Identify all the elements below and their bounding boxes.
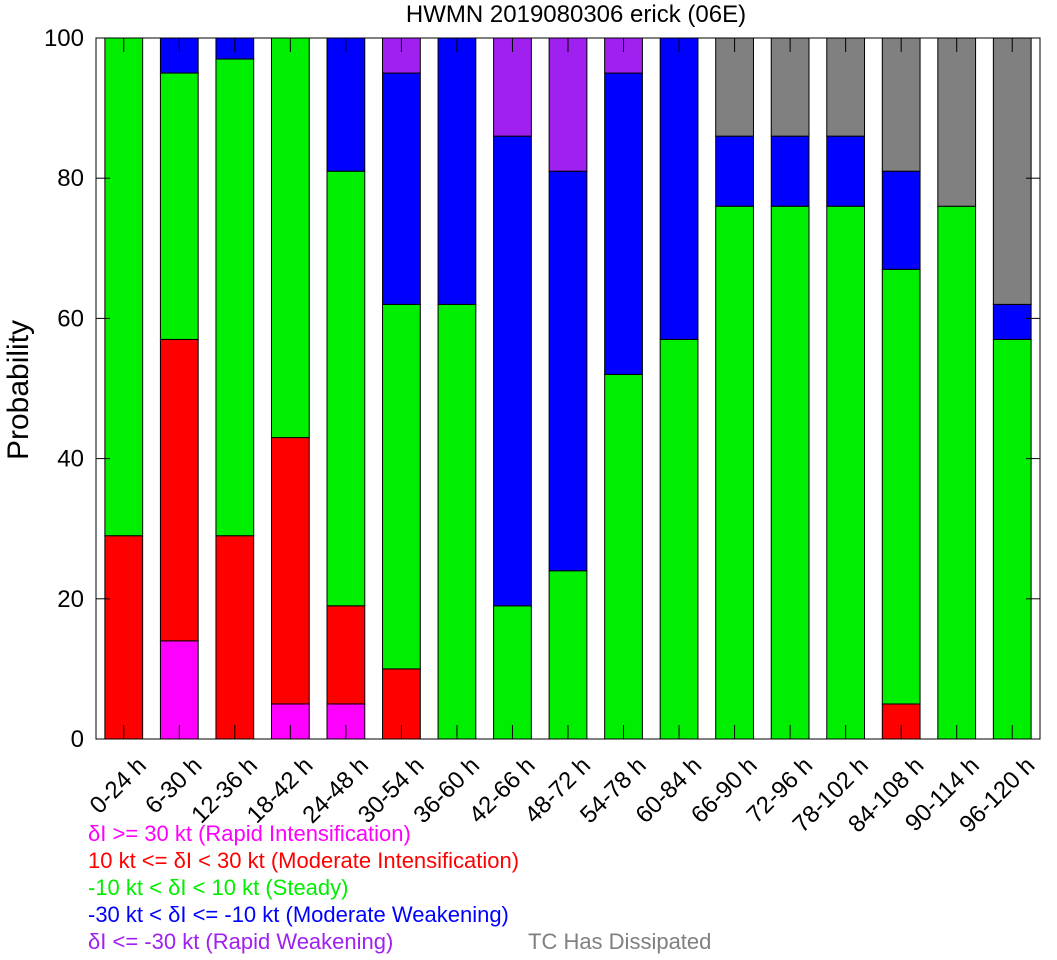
bar-segment <box>493 605 532 740</box>
bar-segment <box>159 72 199 340</box>
bar-segment <box>437 303 477 740</box>
y-tick-label: 100 <box>44 25 84 52</box>
bar-segment <box>437 37 477 305</box>
bar-segment <box>270 37 310 439</box>
bar-segment <box>159 338 199 642</box>
legend-entry-rapid-weakening: δI <= -30 kt (Rapid Weakening) <box>88 929 394 954</box>
y-tick-label: 20 <box>57 586 84 613</box>
x-tick-label: 0-24 h <box>85 752 152 819</box>
bar-segment <box>992 37 1032 305</box>
bar-segment <box>326 605 366 705</box>
legend-entry-rapid-intensification: δI >= 30 kt (Rapid Intensification) <box>88 821 411 846</box>
legend: δI >= 30 kt (Rapid Intensification) 10 k… <box>88 820 711 955</box>
bar-segment <box>770 205 810 740</box>
bar-segment <box>881 37 921 172</box>
bar-segment <box>548 37 588 172</box>
bar-segment <box>881 268 921 705</box>
bar-segment <box>548 170 588 572</box>
bar-segment <box>604 72 643 375</box>
bar-segment <box>770 135 810 207</box>
bar-segment <box>604 373 643 740</box>
y-tick-label: 0 <box>71 726 84 753</box>
y-axis-label: Probability <box>2 320 35 460</box>
bars-layer <box>104 37 1032 740</box>
bar-segment <box>715 205 754 740</box>
bar-segment <box>493 37 532 137</box>
y-tick-label: 80 <box>57 165 84 192</box>
bar-segment <box>826 135 866 207</box>
bar-segment <box>326 37 366 172</box>
legend-entry-moderate-weakening: -30 kt < δI <= -10 kt (Moderate Weakenin… <box>88 902 509 927</box>
bar-segment <box>937 37 977 207</box>
bar-segment <box>104 535 144 740</box>
bar-segment <box>493 135 532 607</box>
bar-segment <box>881 170 921 270</box>
bar-segment <box>992 338 1032 740</box>
legend-entry-moderate-intensification: 10 kt <= δI < 30 kt (Moderate Intensific… <box>88 848 520 873</box>
bar-segment <box>770 37 810 137</box>
legend-entry-dissipated: TC Has Dissipated <box>528 929 712 954</box>
bar-segment <box>659 37 699 340</box>
bar-segment <box>382 303 421 670</box>
bar-segment <box>715 135 754 207</box>
bar-segment <box>937 205 977 740</box>
bar-segment <box>826 37 866 137</box>
y-tick-label: 60 <box>57 305 84 332</box>
bar-segment <box>715 37 754 137</box>
bar-segment <box>215 535 255 740</box>
bar-segment <box>104 37 144 537</box>
bar-segment <box>159 640 199 740</box>
bar-segment <box>826 205 866 740</box>
bar-segment <box>382 72 421 305</box>
y-tick-label: 40 <box>57 446 84 473</box>
bar-segment <box>604 37 643 74</box>
chart-title: HWMN 2019080306 erick (06E) <box>406 1 746 28</box>
bar-segment <box>548 570 588 740</box>
bar-segment <box>659 338 699 740</box>
legend-entry-steady: -10 kt < δI < 10 kt (Steady) <box>88 875 349 900</box>
bar-segment <box>270 437 310 705</box>
bar-segment <box>992 303 1032 340</box>
bar-segment <box>326 170 366 607</box>
bar-segment <box>215 58 255 537</box>
